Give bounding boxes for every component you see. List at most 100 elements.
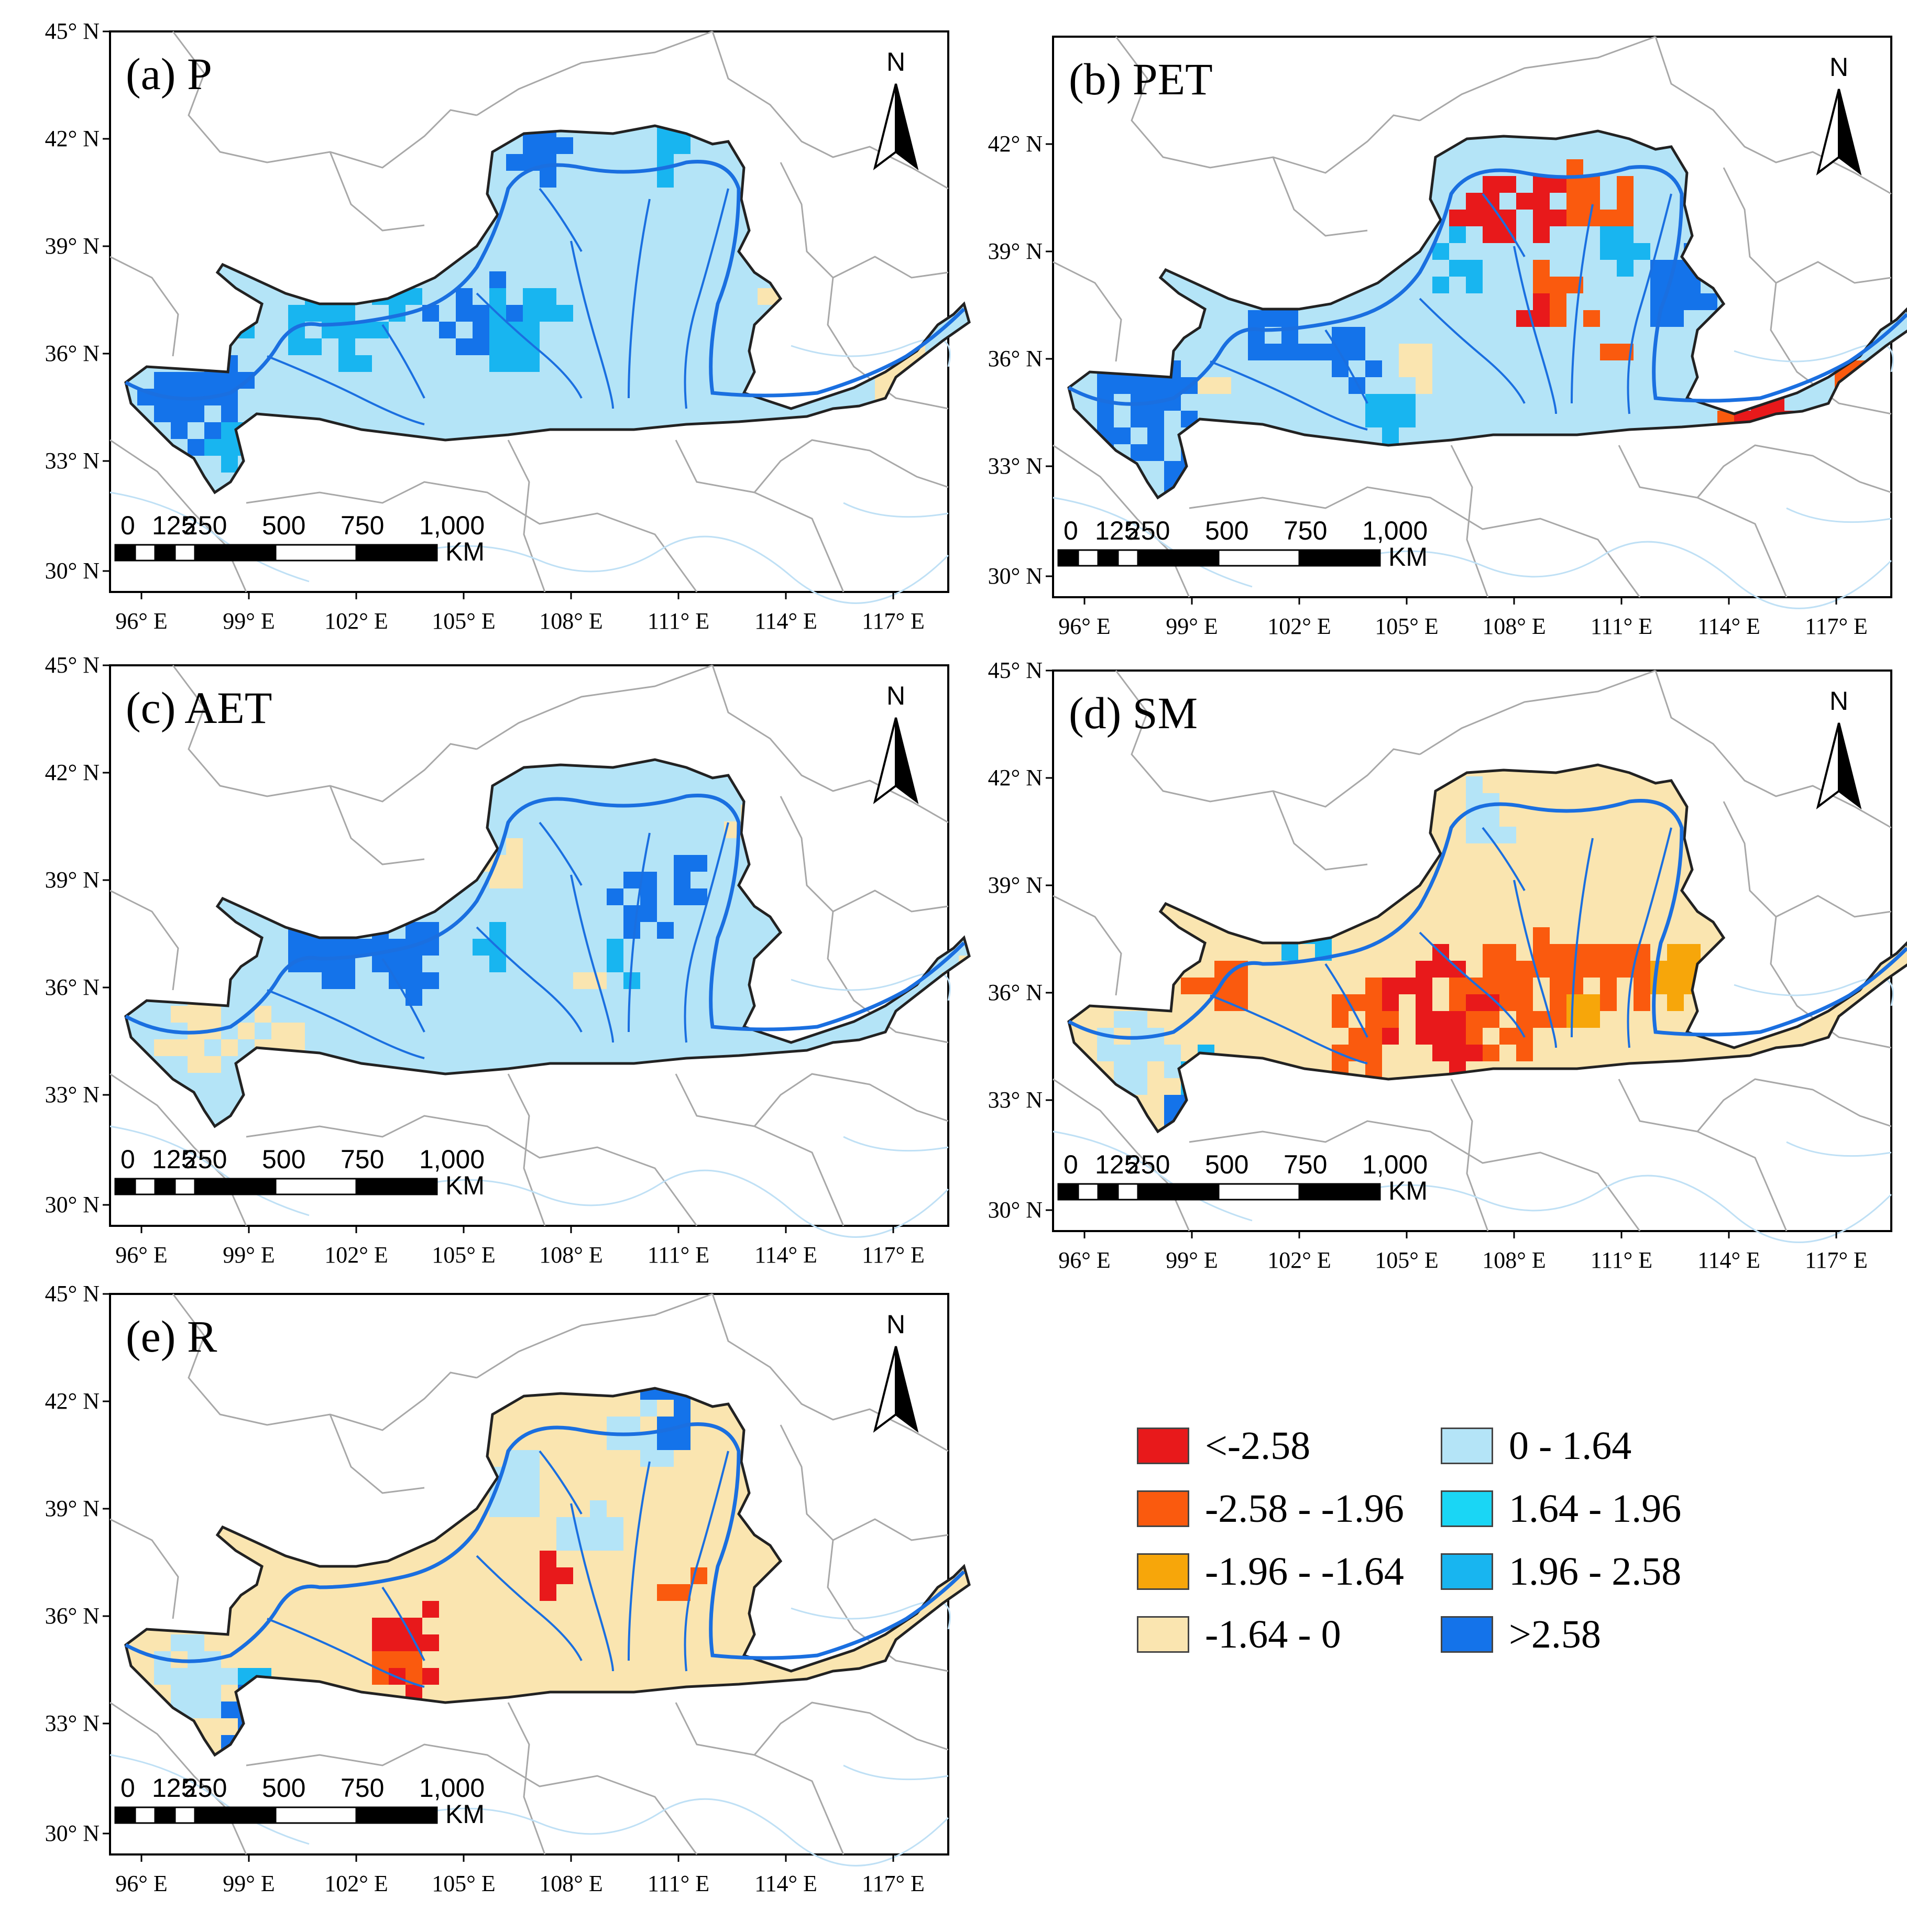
x-tick-label: 117° E bbox=[862, 608, 925, 634]
legend-label: -1.64 - 0 bbox=[1205, 1612, 1341, 1656]
scale-bar-label: 250 bbox=[183, 1145, 227, 1174]
scale-bar-label: 250 bbox=[1126, 516, 1170, 545]
x-tick-label: 114° E bbox=[1697, 1247, 1760, 1273]
legend-item-1: <-2.58 bbox=[1137, 1423, 1311, 1468]
legend-label: -1.96 - -1.64 bbox=[1205, 1549, 1404, 1594]
x-tick-label: 102° E bbox=[324, 608, 388, 634]
y-tick-label: 45° N bbox=[45, 18, 100, 44]
x-tick-label: 99° E bbox=[223, 1871, 275, 1896]
legend-swatch bbox=[1137, 1490, 1189, 1527]
y-tick-label: 33° N bbox=[45, 448, 100, 474]
legend-swatch bbox=[1137, 1616, 1189, 1653]
x-tick-label: 111° E bbox=[1591, 613, 1652, 639]
y-tick-label: 30° N bbox=[45, 558, 100, 584]
yellow-river bbox=[1068, 799, 1907, 1040]
y-tick-label: 39° N bbox=[45, 1496, 100, 1521]
scale-bar-label: 125 bbox=[152, 1773, 195, 1803]
scale-bar-label: 0 bbox=[120, 511, 135, 540]
main-rivers bbox=[1210, 193, 1672, 431]
x-tick-label: 117° E bbox=[862, 1242, 925, 1268]
x-tick-label: 108° E bbox=[1482, 613, 1546, 639]
scale-bar-label: 1,000 bbox=[419, 1773, 485, 1803]
scale-bar-label: 125 bbox=[152, 511, 195, 540]
legend-swatch bbox=[1441, 1428, 1493, 1464]
yellow-river bbox=[125, 1422, 966, 1663]
yellow-river bbox=[1068, 165, 1907, 406]
legend-item-8: >2.58 bbox=[1441, 1612, 1601, 1656]
y-tick-label: 45° N bbox=[988, 657, 1043, 683]
scale-bar-unit: KM bbox=[445, 537, 485, 566]
scale-bar-label: 1,000 bbox=[419, 511, 485, 540]
y-tick-label: 36° N bbox=[988, 346, 1043, 371]
y-tick-label: 42° N bbox=[988, 765, 1043, 791]
scale-bar-unit: KM bbox=[1388, 1176, 1428, 1205]
x-tick-label: 102° E bbox=[1267, 613, 1331, 639]
scale-bar-unit: KM bbox=[445, 1171, 485, 1200]
minor-rivers bbox=[1053, 977, 1894, 1243]
scale-bar-label: 500 bbox=[262, 511, 305, 540]
x-tick-label: 105° E bbox=[1375, 613, 1438, 639]
north-arrow-label: N bbox=[886, 1310, 905, 1339]
legend-label: >2.58 bbox=[1509, 1612, 1601, 1656]
x-tick-label: 111° E bbox=[648, 1871, 709, 1896]
x-tick-label: 102° E bbox=[1267, 1247, 1331, 1273]
main-rivers bbox=[267, 188, 729, 425]
legend-swatch bbox=[1441, 1553, 1493, 1590]
scale-bar-label: 750 bbox=[341, 1145, 384, 1174]
y-tick-label: 33° N bbox=[45, 1082, 100, 1107]
x-tick-label: 108° E bbox=[539, 608, 602, 634]
y-tick-label: 30° N bbox=[988, 563, 1043, 589]
y-tick-label: 39° N bbox=[45, 233, 100, 259]
x-tick-label: 105° E bbox=[432, 1871, 495, 1896]
scale-bar-label: 125 bbox=[1095, 516, 1138, 545]
legend-label: 1.64 - 1.96 bbox=[1509, 1486, 1682, 1531]
yellow-river bbox=[125, 160, 966, 401]
north-arrow-label: N bbox=[886, 47, 905, 76]
y-tick-label: 42° N bbox=[45, 1388, 100, 1414]
main-rivers bbox=[267, 1450, 729, 1688]
x-tick-label: 99° E bbox=[223, 1242, 275, 1268]
legend-item-7: 1.96 - 2.58 bbox=[1441, 1550, 1681, 1594]
scale-bar-unit: KM bbox=[1388, 542, 1428, 572]
legend-label: <-2.58 bbox=[1205, 1423, 1311, 1468]
scale-bar-label: 750 bbox=[341, 1773, 384, 1803]
y-tick-label: 39° N bbox=[45, 867, 100, 893]
x-tick-label: 99° E bbox=[1166, 1247, 1218, 1273]
x-tick-label: 108° E bbox=[539, 1871, 602, 1896]
minor-rivers bbox=[109, 1600, 951, 1867]
y-tick-label: 30° N bbox=[45, 1192, 100, 1217]
x-tick-label: 117° E bbox=[1805, 1247, 1868, 1273]
x-tick-label: 114° E bbox=[754, 1242, 817, 1268]
y-tick-label: 30° N bbox=[988, 1197, 1043, 1223]
north-arrow-icon: N bbox=[873, 681, 919, 804]
x-tick-label: 108° E bbox=[1482, 1247, 1546, 1273]
legend-item-4: -1.64 - 0 bbox=[1137, 1612, 1341, 1656]
x-tick-label: 111° E bbox=[1591, 1247, 1652, 1273]
x-tick-label: 105° E bbox=[432, 1242, 495, 1268]
x-tick-label: 96° E bbox=[115, 1242, 167, 1268]
legend-swatch bbox=[1137, 1553, 1189, 1590]
y-tick-label: 45° N bbox=[45, 1281, 100, 1307]
scale-bar-label: 500 bbox=[1205, 1150, 1248, 1179]
x-tick-label: 114° E bbox=[754, 1871, 817, 1896]
legend-item-6: 1.64 - 1.96 bbox=[1441, 1486, 1682, 1531]
x-tick-label: 96° E bbox=[115, 1871, 167, 1896]
legend: <-2.58 -2.58 - -1.96 -1.96 - -1.64 -1.64… bbox=[1137, 1423, 1755, 1687]
north-arrow-icon: N bbox=[1816, 686, 1862, 809]
scale-bar-label: 1,000 bbox=[1362, 516, 1428, 545]
panel-title: (a) P bbox=[126, 49, 212, 99]
north-arrow-label: N bbox=[1829, 686, 1848, 716]
x-tick-label: 96° E bbox=[115, 608, 167, 634]
scale-bar-label: 0 bbox=[120, 1145, 135, 1174]
x-tick-label: 114° E bbox=[1697, 613, 1760, 639]
y-tick-label: 33° N bbox=[988, 453, 1043, 479]
x-tick-label: 96° E bbox=[1058, 1247, 1110, 1273]
y-tick-label: 33° N bbox=[988, 1087, 1043, 1113]
y-tick-label: 36° N bbox=[45, 341, 100, 366]
scale-bar-label: 500 bbox=[262, 1145, 305, 1174]
scale-bar-label: 1,000 bbox=[1362, 1150, 1428, 1179]
